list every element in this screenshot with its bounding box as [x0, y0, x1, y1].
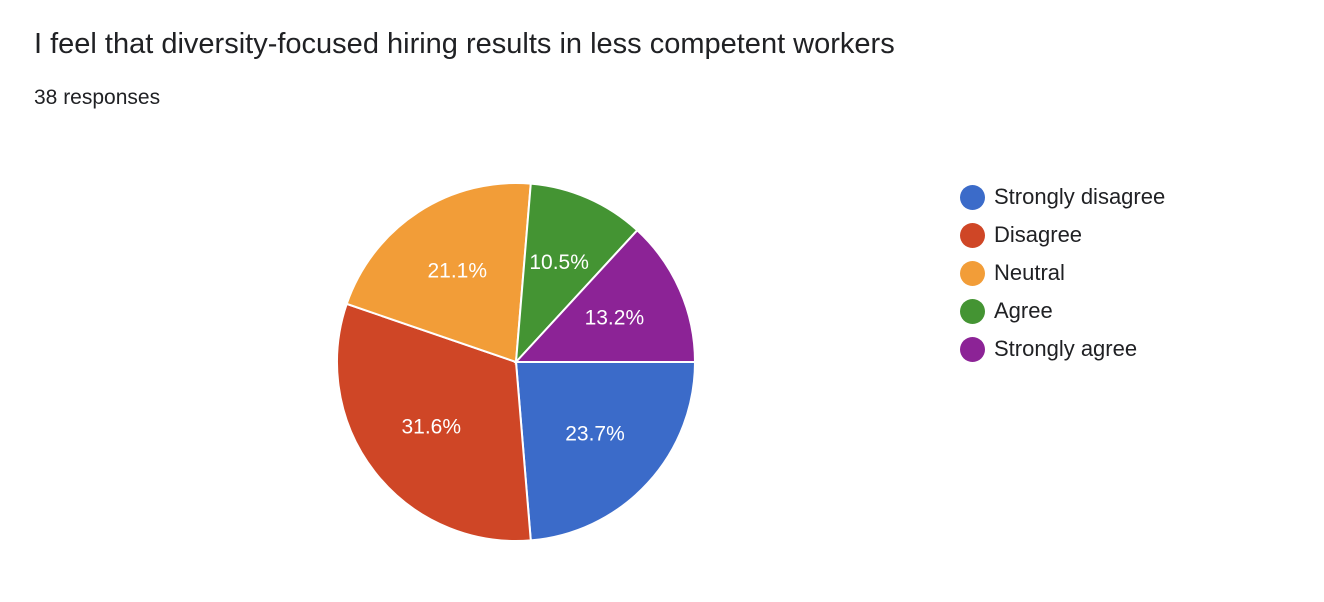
pie-slices [336, 182, 697, 542]
legend-swatch-strongly-agree [960, 336, 985, 362]
pie-slice-strongly-agree [513, 228, 697, 363]
legend-item-neutral: Neutral [960, 254, 1165, 292]
pie-slice-disagree [336, 302, 532, 542]
legend-label-strongly-agree: Strongly agree [994, 336, 1138, 361]
pie-slice-neutral [345, 182, 532, 364]
slice-label-strongly-agree: 13.2% [585, 306, 645, 329]
legend-label-agree: Agree [994, 298, 1053, 323]
legend-swatch-agree [960, 298, 985, 324]
chart-legend: Strongly disagree Disagree Neutral Agree Str… [960, 178, 1165, 368]
slice-label-disagree: 31.6% [401, 416, 461, 439]
legend-item-strongly-disagree: Strongly disagree [960, 178, 1165, 216]
legend-swatch-disagree [960, 222, 985, 248]
pie-slice-agree [514, 182, 639, 365]
response-count: 38 responses [34, 86, 161, 109]
legend-label-neutral: Neutral [994, 260, 1065, 285]
slice-label-neutral: 21.1% [427, 260, 487, 283]
legend-label-strongly-disagree: Strongly disagree [994, 184, 1166, 209]
legend-swatch-strongly-disagree [960, 184, 985, 210]
legend-item-strongly-agree: Strongly agree [960, 330, 1165, 368]
legend-item-agree: Agree [960, 292, 1165, 330]
slice-label-strongly-disagree: 23.7% [565, 422, 625, 445]
question-title: I feel that diversity-focused hiring res… [34, 28, 895, 60]
pie-labels: 23.7% 31.6% 21.1% 10.5% 13.2% [401, 251, 644, 445]
pie-slice-strongly-disagree [514, 361, 697, 542]
legend-label-disagree: Disagree [994, 222, 1083, 247]
legend-swatch-neutral [960, 260, 985, 286]
legend-item-disagree: Disagree [960, 216, 1165, 254]
slice-label-agree: 10.5% [529, 251, 589, 274]
